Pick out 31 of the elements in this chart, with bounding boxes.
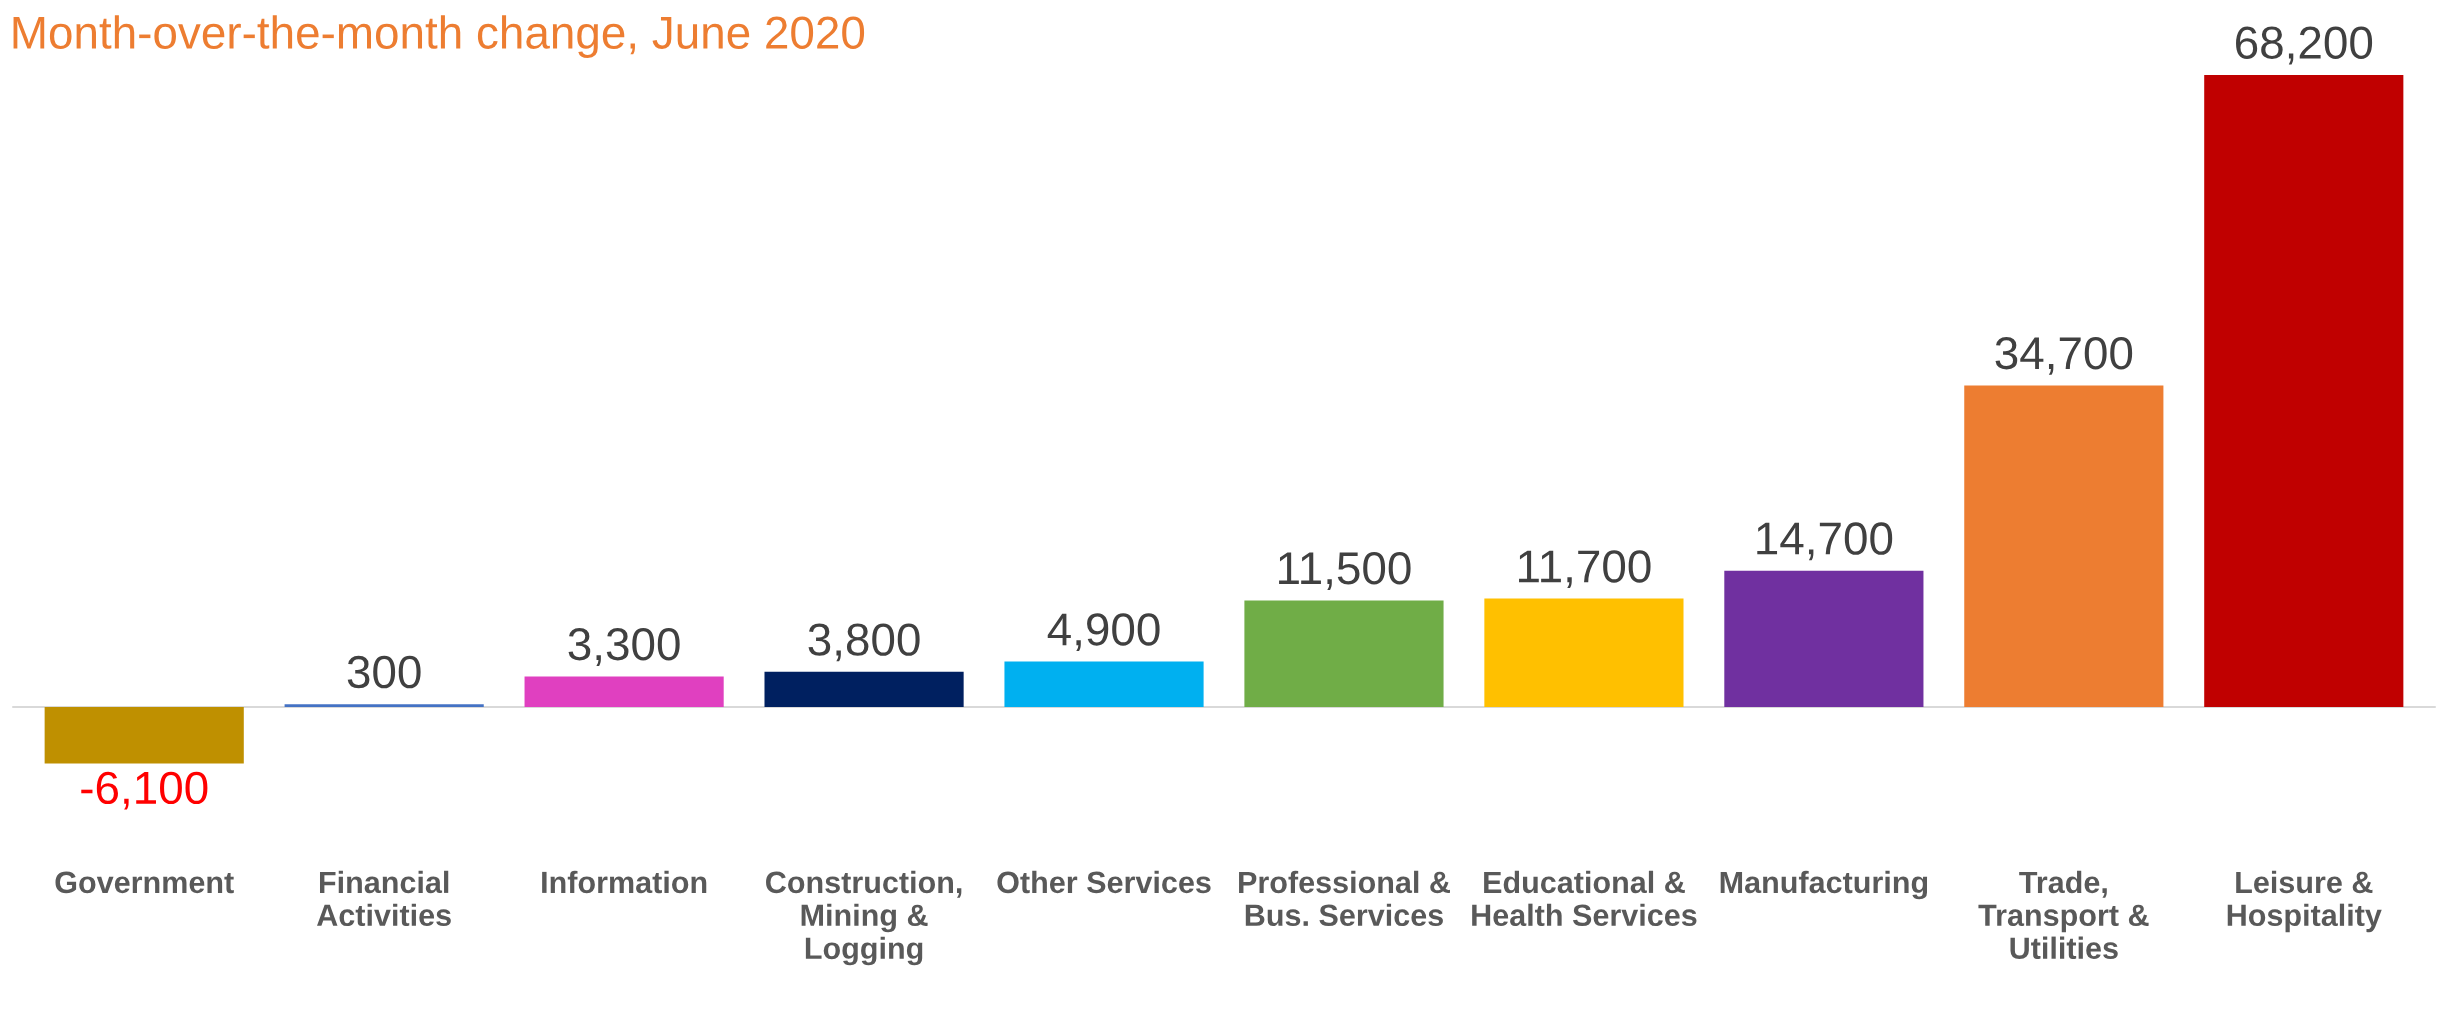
- data-label: 11,700: [1519, 550, 1651, 589]
- data-label: 300: [347, 655, 421, 689]
- bar: [1484, 598, 1684, 708]
- data-label: 11,500: [1279, 552, 1411, 590]
- data-label: 14,700: [1757, 522, 1893, 561]
- x-tick-label: Financial Activities: [317, 870, 451, 927]
- bar: [2204, 74, 2404, 708]
- x-tick-label: Manufacturing: [1720, 870, 1928, 900]
- x-tick-label: Other Services: [997, 870, 1211, 894]
- bar: [44, 707, 244, 764]
- data-label: 3,300: [568, 628, 680, 666]
- x-tick-label: Professional & Bus. Services: [1239, 870, 1450, 927]
- bar: [764, 671, 964, 708]
- data-label: 3,800: [808, 623, 920, 662]
- bar: [1964, 385, 2164, 708]
- bar: [284, 704, 484, 708]
- x-tick-label: Leisure & Hospitality: [2227, 870, 2382, 933]
- data-label: 4,900: [1047, 613, 1160, 652]
- data-label: -6,100: [81, 771, 208, 810]
- bar: [1244, 600, 1444, 708]
- bar: [1004, 661, 1204, 708]
- bar: [1724, 570, 1924, 708]
- x-tick-label: Information: [542, 870, 707, 894]
- x-tick-label: Construction, Mining & Logging: [766, 870, 962, 966]
- x-tick-label: Trade, Transport & Utilities: [1978, 870, 2149, 960]
- data-label: 68,200: [2236, 26, 2373, 65]
- chart-title: Month-over-the-month change, June 2020: [13, 15, 865, 59]
- data-label: 34,700: [1995, 337, 2133, 375]
- bar: [524, 676, 724, 708]
- x-tick-label: Government: [55, 871, 234, 894]
- x-tick-label: Educational & Health Services: [1472, 870, 1697, 927]
